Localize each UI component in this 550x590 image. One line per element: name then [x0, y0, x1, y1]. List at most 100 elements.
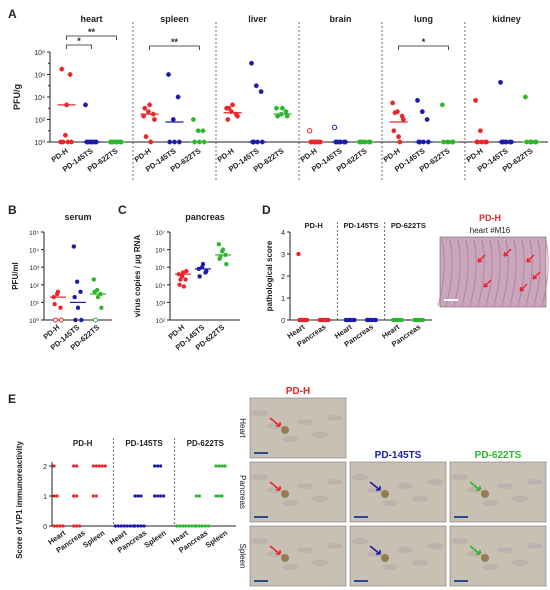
e-ihc-stain — [481, 554, 489, 562]
d-red-arrow — [519, 283, 528, 292]
a-point-lung-1 — [415, 97, 420, 103]
e-y-tick-label: 1 — [43, 494, 47, 501]
panel-label-e: E — [8, 392, 16, 406]
d-point-0-0 — [302, 317, 307, 323]
b-point-1 — [72, 294, 77, 300]
e-ihc-image — [249, 525, 347, 587]
e-ihc-texture — [297, 419, 313, 425]
e-arrow — [269, 481, 281, 491]
e-scale-bar — [254, 452, 268, 454]
c-y-tick-label: 10² — [156, 318, 166, 325]
a-point-liver-0 — [226, 105, 232, 111]
b-point-0 — [58, 305, 63, 310]
e-point-2-2 — [220, 494, 224, 498]
e-point-0-0 — [58, 524, 62, 528]
e-ihc-texture — [282, 500, 298, 506]
e-ihc-texture — [427, 479, 443, 485]
a-y-tick-label: 10⁸ — [34, 50, 45, 57]
b-y-tick-label: 10⁵ — [29, 230, 39, 237]
e-scale-bar — [254, 516, 268, 518]
d-point-2-0 — [399, 317, 404, 323]
e-ihc-texture — [282, 564, 298, 570]
d-histology-fiber — [461, 239, 469, 307]
a-organ-title-brain: brain — [329, 14, 351, 24]
a-point-spleen-1 — [167, 139, 173, 145]
e-ihc-image — [249, 397, 347, 459]
c-point-2 — [224, 261, 229, 267]
c-point-0 — [184, 268, 189, 274]
e-ihc-texture — [312, 432, 328, 438]
d-y-tick-label: 2 — [281, 274, 285, 281]
d-scale-bar — [444, 299, 458, 301]
d-histology-fiber — [541, 239, 549, 307]
e-ihc-texture — [352, 474, 368, 480]
a-point-spleen-2 — [200, 128, 206, 134]
b-point-1 — [74, 279, 80, 284]
e-point-2-1 — [200, 524, 204, 528]
a-point-kidney-0 — [473, 97, 478, 103]
e-point-1-1 — [139, 524, 143, 528]
e-ihc-texture — [312, 560, 328, 566]
e-arrow — [369, 545, 381, 555]
e-point-1-0 — [122, 524, 126, 528]
c-y-tick-label: 10⁴ — [155, 283, 165, 290]
a-y-tick-label: 10⁴ — [34, 95, 45, 102]
e-ihc-stain — [281, 554, 289, 562]
a-point-liver-1 — [249, 60, 254, 66]
a-organ-title-spleen: spleen — [160, 14, 189, 24]
e-point-0-0 — [52, 494, 56, 498]
a-point-spleen-1 — [175, 94, 181, 100]
e-group-label: PD-145TS — [125, 439, 163, 448]
e-ihc-texture — [497, 547, 513, 553]
b-y-tick-label: 10³ — [30, 265, 40, 272]
e-point-0-0 — [61, 524, 65, 528]
d-histology-fiber — [485, 239, 493, 307]
d-group-label: PD-622TS — [391, 221, 426, 230]
e-point-2-1 — [206, 524, 210, 528]
a-point-lung-0 — [392, 110, 398, 116]
e-ihc-texture — [427, 543, 443, 549]
a-point-spleen-1 — [172, 139, 177, 145]
a-point-spleen-0 — [145, 109, 151, 115]
a-point-liver-1 — [258, 89, 264, 95]
d-histology-fiber — [501, 239, 509, 307]
d-red-arrow — [503, 248, 512, 257]
e-photo-group-title: PD-H — [286, 386, 310, 397]
e-point-2-1 — [203, 524, 207, 528]
e-point-2-2 — [217, 464, 221, 468]
d-y-tick-label: 0 — [281, 318, 285, 325]
b-point-2 — [91, 277, 97, 282]
a-point-lung-1 — [419, 109, 425, 115]
e-ihc-texture — [527, 479, 543, 485]
b-y-tick-label: 10⁰ — [29, 317, 39, 325]
e-scale-bar — [354, 580, 368, 582]
a-y-tick-label: 10² — [35, 118, 46, 125]
e-point-1-1 — [136, 494, 140, 498]
c-y-tick-label: 10⁵ — [155, 265, 165, 272]
e-ihc-texture — [482, 500, 498, 506]
d-histology-fiber — [525, 239, 533, 307]
a-significance-bracket — [66, 35, 117, 40]
a-point-lung-1 — [424, 117, 430, 122]
e-point-1-0 — [116, 524, 120, 528]
e-point-2-0 — [184, 524, 188, 528]
d-y-tick-label: 4 — [281, 230, 285, 237]
a-organ-title-liver: liver — [248, 14, 267, 24]
c-point-0 — [183, 277, 188, 282]
d-point-1-0 — [352, 317, 357, 323]
a-significance-mark: * — [77, 36, 81, 46]
a-y-tick-label: 10⁰ — [34, 139, 45, 147]
e-ihc-texture — [397, 547, 413, 553]
e-point-2-1 — [197, 524, 201, 528]
a-point-heart-0 — [65, 139, 71, 145]
a-point-liver-2 — [279, 105, 285, 111]
c-y-label: virus copies / µg RNA — [133, 235, 142, 318]
b-point-1 — [71, 244, 77, 249]
e-ihc-texture — [297, 483, 313, 489]
b-point-1 — [78, 289, 83, 295]
e-point-1-0 — [128, 524, 132, 528]
e-point-0-0 — [52, 524, 56, 528]
a-significance-bracket — [149, 45, 200, 50]
c-y-tick-label: 10³ — [156, 300, 166, 307]
e-ihc-image — [349, 525, 447, 587]
